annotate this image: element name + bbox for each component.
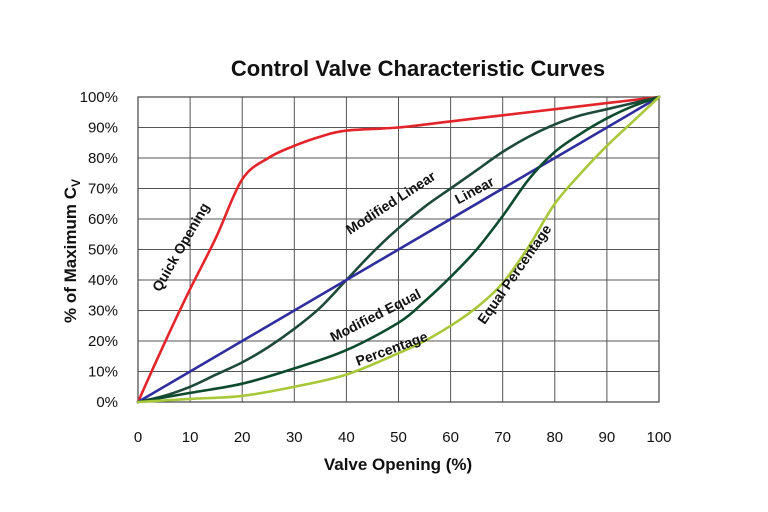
tick-labels: 0 10 20 30 40 50 60 70 80 90 100 0% 10% 20% 30% 40% 50% 6… <box>80 89 672 446</box>
x-tick-label: 80 <box>546 429 563 446</box>
y-tick-label: 80% <box>88 150 118 167</box>
series-line-equal-percentage <box>136 95 661 404</box>
series-line-modified-equal-percentage <box>136 95 661 404</box>
x-tick-label: 10 <box>182 429 199 446</box>
y-tick-label: 0% <box>96 394 118 411</box>
series-line-linear <box>136 95 661 404</box>
y-tick-label: 40% <box>88 272 118 289</box>
x-tick-label: 100 <box>646 429 671 446</box>
x-tick-label: 70 <box>494 429 511 446</box>
x-axis-label: Valve Opening (%) <box>324 455 472 474</box>
x-tick-label: 0 <box>134 429 142 446</box>
x-tick-label: 40 <box>338 429 355 446</box>
curve-label-linear: Linear <box>452 173 497 207</box>
x-tick-label: 30 <box>286 429 303 446</box>
x-tick-label: 90 <box>599 429 616 446</box>
x-tick-label: 60 <box>442 429 459 446</box>
curve-label-modified-linear: Modified Linear <box>343 167 439 237</box>
y-axis-label-main: % of Maximum C <box>61 187 80 323</box>
x-tick-label: 20 <box>234 429 251 446</box>
x-tick-label: 50 <box>390 429 407 446</box>
y-tick-label: 20% <box>88 333 118 350</box>
chart-title: Control Valve Characteristic Curves <box>231 56 605 81</box>
y-tick-label: 50% <box>88 242 118 259</box>
y-tick-label: 60% <box>88 211 118 228</box>
y-tick-label: 30% <box>88 303 118 320</box>
y-tick-label: 100% <box>80 89 118 106</box>
y-tick-label: 70% <box>88 181 118 198</box>
grid <box>137 96 660 403</box>
curve-labels: Quick Opening Modified Linear LinearModifi… <box>149 167 555 369</box>
y-axis-label-subscript: V <box>69 179 83 187</box>
series-line-quick-opening <box>136 95 661 404</box>
curve-label-percentage: Percentage <box>353 328 430 369</box>
series-line-modified-linear <box>136 95 661 404</box>
series-layer <box>136 95 661 404</box>
y-tick-label: 10% <box>88 364 118 381</box>
y-tick-label: 90% <box>88 120 118 137</box>
y-axis-label: % of Maximum CV <box>61 179 83 323</box>
plot-frame <box>137 96 660 403</box>
